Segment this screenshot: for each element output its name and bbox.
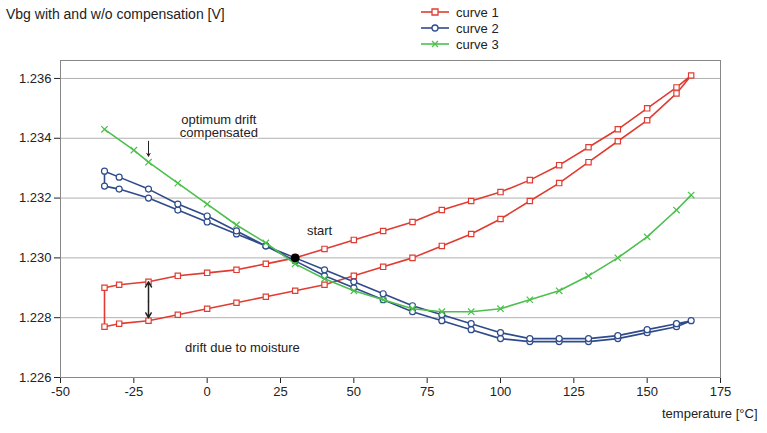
svg-text:150: 150 <box>636 384 658 399</box>
svg-text:1.236: 1.236 <box>19 71 52 86</box>
svg-text:25: 25 <box>273 384 287 399</box>
svg-text:75: 75 <box>420 384 434 399</box>
html-text:curve 3: curve 3 <box>456 36 499 52</box>
svg-text:temperature [°C]: temperature [°C] <box>662 406 758 421</box>
svg-text:50: 50 <box>347 384 361 399</box>
svg-text:optimum driftcompensated: optimum driftcompensated <box>180 112 258 140</box>
html-text:Vbg with and w/o compensation: Vbg with and w/o compensation [V] <box>6 6 225 22</box>
svg-text:100: 100 <box>490 384 512 399</box>
html-text:curve 1: curve 1 <box>456 4 499 20</box>
svg-text:125: 125 <box>563 384 585 399</box>
svg-text:-25: -25 <box>124 384 143 399</box>
svg-text:1.230: 1.230 <box>19 250 52 265</box>
svg-text:175: 175 <box>710 384 732 399</box>
svg-text:1.226: 1.226 <box>19 370 52 385</box>
svg-text:0: 0 <box>204 384 211 399</box>
html-text:curve 2: curve 2 <box>456 20 499 36</box>
svg-text:-50: -50 <box>51 384 70 399</box>
svg-text:drift due to moisture: drift due to moisture <box>185 340 300 355</box>
svg-text:1.234: 1.234 <box>19 130 52 145</box>
svg-text:start: start <box>307 223 333 238</box>
svg-text:1.228: 1.228 <box>19 310 52 325</box>
svg-text:1.232: 1.232 <box>19 190 52 205</box>
